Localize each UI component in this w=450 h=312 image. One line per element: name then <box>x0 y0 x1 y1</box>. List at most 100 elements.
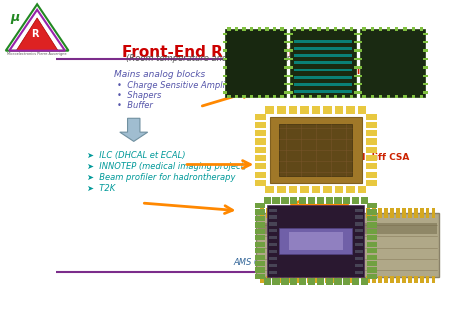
Bar <box>423 41 428 43</box>
Bar <box>254 122 266 128</box>
Bar <box>284 91 289 94</box>
Bar <box>420 95 423 98</box>
Bar <box>354 33 359 35</box>
Bar <box>270 117 362 183</box>
Bar <box>254 261 265 266</box>
Bar <box>269 243 277 246</box>
Bar <box>367 261 378 266</box>
Bar <box>350 27 353 31</box>
Bar <box>371 27 374 31</box>
Bar <box>366 147 378 153</box>
Text: ➤  ILC (DHCAL et ECAL): ➤ ILC (DHCAL et ECAL) <box>87 151 186 160</box>
Bar <box>294 47 352 50</box>
Bar <box>395 95 398 98</box>
Polygon shape <box>120 118 148 141</box>
Bar <box>302 276 305 283</box>
Bar <box>349 276 352 283</box>
Bar <box>352 196 359 204</box>
Bar <box>309 27 312 31</box>
Bar <box>317 95 320 98</box>
Bar <box>264 196 271 204</box>
Bar <box>254 139 266 144</box>
Bar <box>334 278 342 286</box>
Bar <box>355 208 363 212</box>
Bar <box>387 95 390 98</box>
Text: Microelectronics Pierre Auverigne: Microelectronics Pierre Auverigne <box>7 52 67 56</box>
Bar <box>284 58 289 60</box>
Bar <box>366 180 378 186</box>
Bar <box>284 208 287 218</box>
Bar <box>357 58 362 60</box>
Bar <box>355 257 363 260</box>
Bar <box>269 216 277 219</box>
Bar <box>288 105 297 114</box>
Text: 1: 1 <box>393 263 400 273</box>
Bar <box>423 33 428 35</box>
Bar <box>294 69 352 71</box>
Bar <box>312 186 320 194</box>
Bar <box>412 27 415 31</box>
Bar <box>269 208 277 212</box>
Bar <box>354 91 359 94</box>
Bar <box>390 208 394 218</box>
Bar <box>293 95 296 98</box>
Bar <box>269 271 277 274</box>
Bar <box>379 95 382 98</box>
Bar <box>288 91 293 94</box>
Bar <box>254 216 265 221</box>
Bar <box>284 49 289 52</box>
Text: Front-End R and D in HEP: Front-End R and D in HEP <box>122 45 339 60</box>
Bar <box>366 163 378 169</box>
Bar <box>420 27 423 31</box>
Bar <box>250 95 253 98</box>
Bar <box>346 105 355 114</box>
Bar <box>222 41 227 43</box>
Bar <box>323 105 332 114</box>
Bar <box>384 208 388 218</box>
Bar <box>367 241 378 247</box>
Bar <box>355 229 363 232</box>
Bar <box>343 196 351 204</box>
Bar <box>254 163 266 169</box>
Bar <box>250 27 253 31</box>
Bar <box>294 83 352 86</box>
Bar <box>420 276 423 283</box>
Bar <box>254 147 266 153</box>
Bar <box>273 95 276 98</box>
Bar <box>402 208 406 218</box>
Bar <box>284 66 289 69</box>
Bar <box>260 276 264 283</box>
Bar <box>357 41 362 43</box>
Bar <box>323 186 332 194</box>
Bar <box>354 58 359 60</box>
Bar <box>273 278 280 286</box>
Bar <box>313 276 317 283</box>
Bar <box>254 229 265 234</box>
Bar <box>354 75 359 77</box>
Bar <box>355 236 363 239</box>
Bar <box>423 91 428 94</box>
Bar <box>355 264 363 267</box>
Bar <box>277 186 285 194</box>
Bar <box>281 196 288 204</box>
Bar <box>254 222 265 227</box>
Bar <box>319 208 323 218</box>
Bar <box>309 95 312 98</box>
Bar <box>266 186 274 194</box>
Text: (Room temperature and Cryogenic  Temperature): (Room temperature and Cryogenic Temperat… <box>126 54 335 63</box>
Bar <box>269 236 277 239</box>
Bar <box>395 27 398 31</box>
Bar <box>308 278 315 286</box>
Bar <box>301 95 304 98</box>
Bar <box>371 95 374 98</box>
Bar <box>346 186 355 194</box>
Bar <box>277 105 285 114</box>
Bar <box>366 208 370 218</box>
Bar <box>222 75 227 77</box>
Text: Full diff CSA: Full diff CSA <box>346 153 409 162</box>
Bar <box>266 208 270 218</box>
Text: μ: μ <box>11 11 20 24</box>
Bar <box>284 83 289 85</box>
Bar <box>254 114 266 119</box>
Bar <box>254 274 265 279</box>
